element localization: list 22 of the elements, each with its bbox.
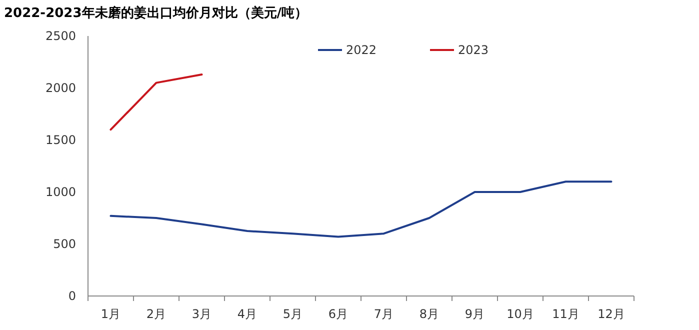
y-tick-label: 1000 <box>45 185 76 199</box>
x-tick-label: 9月 <box>464 307 485 321</box>
y-tick-label: 2500 <box>45 29 76 43</box>
x-tick-label: 8月 <box>419 307 440 321</box>
legend-label: 2023 <box>458 43 489 57</box>
line-series <box>110 180 612 238</box>
x-tick-label: 3月 <box>192 307 212 321</box>
x-tick-label: 6月 <box>328 307 348 321</box>
x-tick-label: 12月 <box>598 307 625 321</box>
legend-label: 2022 <box>346 43 377 57</box>
x-tick-label: 5月 <box>282 307 303 321</box>
x-tick-label: 4月 <box>237 307 258 321</box>
x-tick-label: 7月 <box>374 307 394 321</box>
x-tick-label: 1月 <box>100 307 121 321</box>
y-tick-label: 1500 <box>45 133 76 147</box>
y-tick-label: 2000 <box>45 81 76 95</box>
y-tick-label: 0 <box>68 289 76 303</box>
x-tick-label: 11月 <box>552 307 580 321</box>
x-tick-label: 2月 <box>146 307 166 321</box>
y-tick-label: 500 <box>53 237 76 251</box>
x-tick-label: 10月 <box>506 307 534 321</box>
chart-title: 2022-2023年未磨的姜出口均价月对比（美元/吨） <box>4 5 308 21</box>
